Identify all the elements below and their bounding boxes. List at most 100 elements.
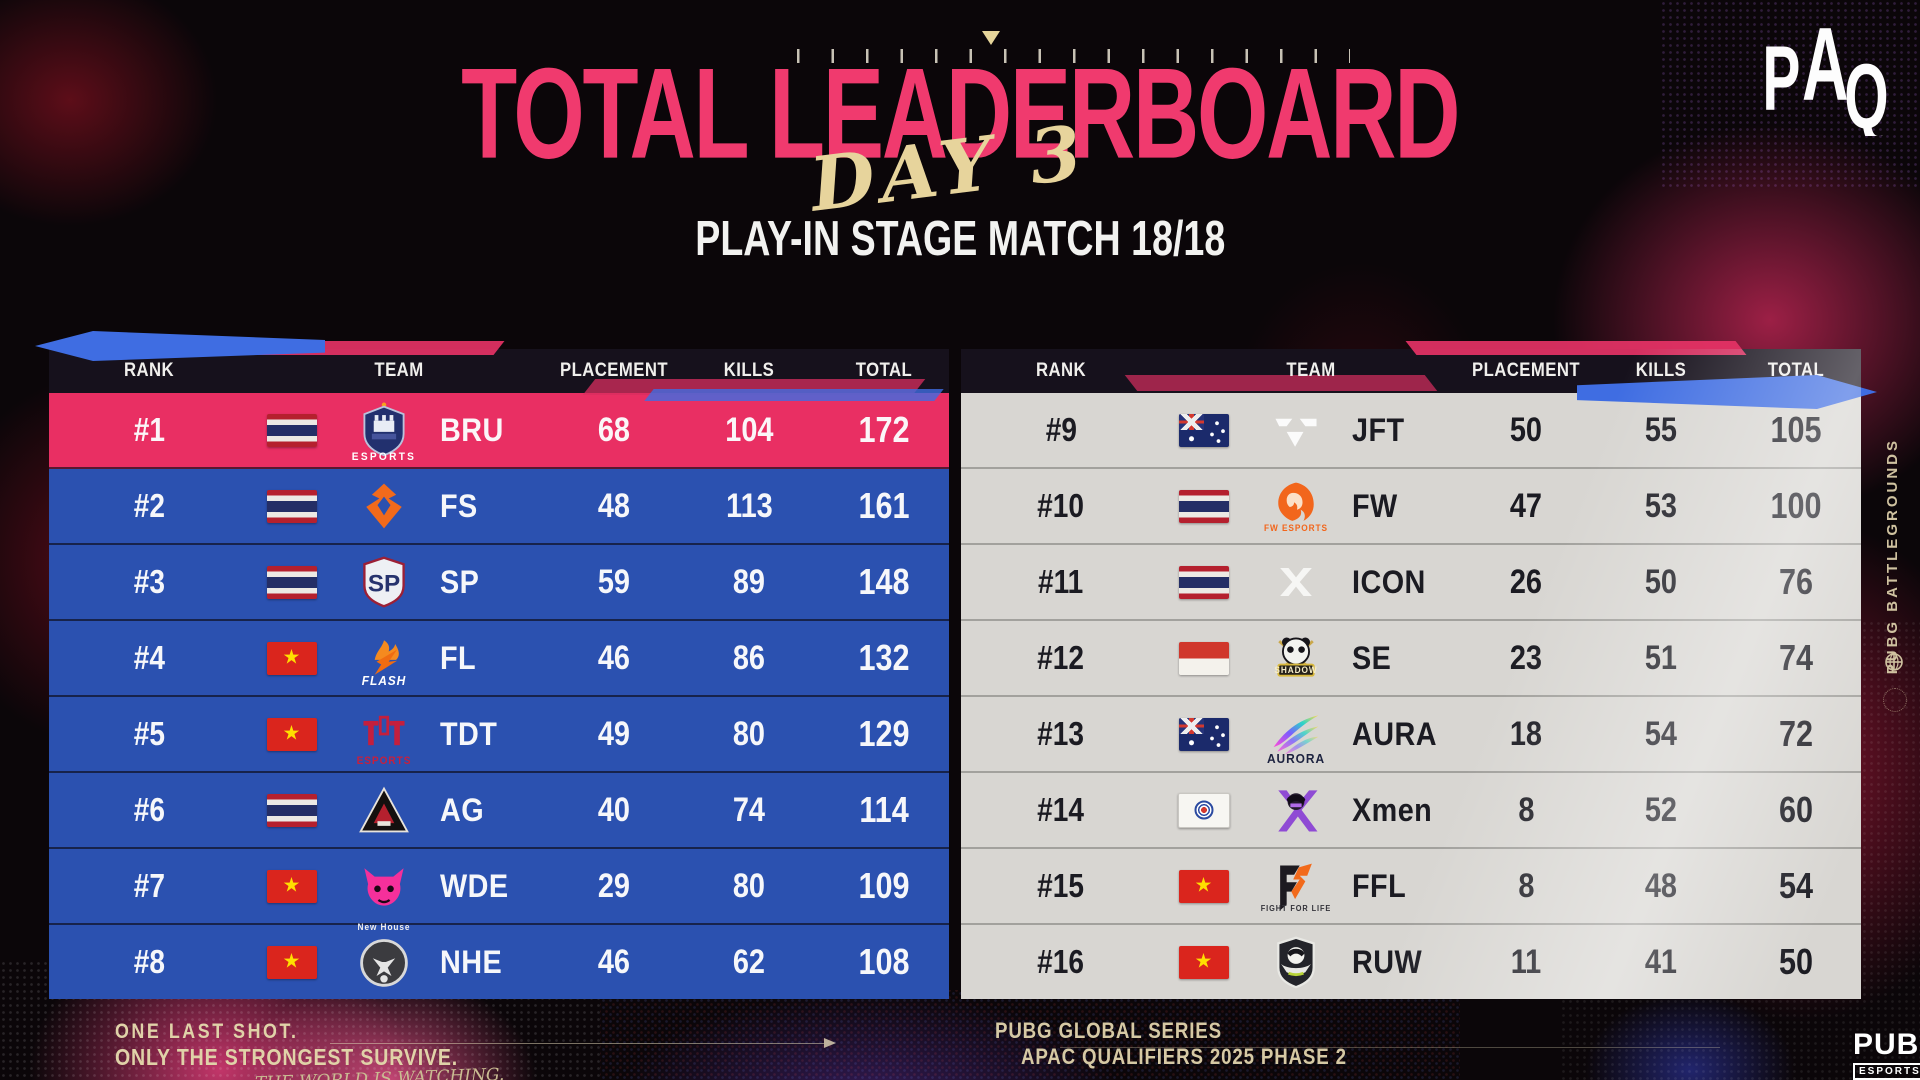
kills-cell: 54: [1591, 715, 1731, 754]
flag-tw-icon: [1177, 792, 1230, 828]
kills-cell-value: 86: [732, 638, 766, 677]
flag-cell: [249, 489, 334, 523]
rank-cell-value: #8: [133, 943, 165, 980]
rank-cell-value: #10: [1037, 487, 1085, 524]
team-name-cell-value: SP: [440, 563, 480, 600]
rank-cell: #11: [961, 563, 1161, 601]
footer-divider-line: [330, 1043, 824, 1044]
column-header-placement: PLACEMENT: [559, 360, 668, 381]
column-header-total: TOTAL: [855, 360, 913, 381]
total-cell: 74: [1731, 637, 1861, 679]
rank-cell-value: #3: [133, 563, 165, 600]
flag-au-icon: [1178, 413, 1229, 447]
pink-streak-decoration: [163, 341, 505, 355]
team-logo-label: FIGHT FOR LIFE: [1260, 904, 1332, 913]
team-logo-label: FLASH: [361, 673, 407, 688]
team-logo-bru-icon: ESPORTS: [334, 393, 434, 467]
kills-cell: 50: [1591, 563, 1731, 602]
flag-th-icon: [266, 489, 317, 523]
flag-cell: [1161, 945, 1246, 979]
rank-cell: #8: [49, 943, 249, 981]
table-rows: #1 ESPORTS BRU 68 104 172 #2 FS 48 113 161 #3 SP SP 59…: [49, 393, 949, 999]
team-logo-label: ESPORTS: [356, 755, 412, 767]
total-cell: 100: [1731, 485, 1861, 527]
rank-cell: #5: [49, 715, 249, 753]
flag-cell: [1161, 869, 1246, 903]
placement-cell: 46: [549, 639, 679, 678]
total-cell: 105: [1731, 409, 1861, 451]
leaderboard-row-nhe: #8 New House NHE 46 62 108: [49, 922, 949, 999]
rank-cell: #15: [961, 867, 1161, 905]
kills-cell-value: 113: [725, 486, 773, 525]
flag-th-icon: [1178, 489, 1229, 523]
globe-icon: [1884, 652, 1904, 677]
team-logo-jft-icon: [1246, 393, 1346, 467]
flag-cell: [1161, 489, 1246, 523]
team-name-cell: Xmen: [1346, 792, 1461, 829]
kills-cell-value: 48: [1644, 866, 1678, 905]
team-name-cell: TDT: [434, 716, 549, 753]
team-logo-xmen-icon: [1246, 773, 1346, 847]
rank-cell-value: #5: [133, 715, 165, 752]
kills-cell: 52: [1591, 791, 1731, 830]
flag-cell: [249, 565, 334, 599]
team-name-cell-value: AURA: [1352, 715, 1437, 752]
svg-text:Q: Q: [1844, 46, 1888, 136]
total-cell: 50: [1731, 941, 1861, 983]
flag-vn-icon: [1178, 945, 1229, 979]
team-logo-fw-icon: FW ESPORTS: [1246, 469, 1346, 543]
team-logo-aura-icon: AURORA: [1246, 697, 1346, 771]
placement-cell: 8: [1461, 791, 1591, 830]
team-name-cell-value: Xmen: [1352, 791, 1433, 828]
placement-cell: 48: [549, 487, 679, 526]
placement-cell-value: 8: [1517, 866, 1535, 905]
team-logo-label: ESPORTS: [351, 451, 417, 463]
placement-cell-value: 11: [1510, 942, 1542, 981]
team-logo-ag-icon: [334, 773, 434, 847]
placement-cell-value: 40: [597, 790, 631, 829]
flag-cell: [1161, 413, 1246, 447]
total-cell: 132: [819, 637, 949, 679]
placement-cell-value: 47: [1509, 486, 1543, 525]
rank-cell: #10: [961, 487, 1161, 525]
kills-cell-value: 104: [724, 410, 774, 449]
total-cell: 114: [819, 789, 949, 831]
flag-th-icon: [1178, 565, 1229, 599]
total-cell-value: 108: [858, 941, 910, 982]
kills-cell: 51: [1591, 639, 1731, 678]
leaderboard-row-bru: #1 ESPORTS BRU 68 104 172: [49, 393, 949, 469]
total-cell-value: 132: [858, 637, 910, 678]
leaderboard-row-fs: #2 FS 48 113 161: [49, 469, 949, 545]
table-header: RANK TEAM PLACEMENT KILLS TOTAL: [35, 331, 949, 401]
svg-text:P: P: [1762, 28, 1800, 130]
flag-cell: [1161, 717, 1246, 751]
team-name-cell: RUW: [1346, 944, 1461, 981]
team-name-cell: NHE: [434, 944, 549, 981]
total-cell-value: 72: [1778, 713, 1814, 754]
team-logo-fl-icon: FLASH: [334, 621, 434, 695]
event-phase: APAC QUALIFIERS 2025 PHASE 2: [1021, 1044, 1347, 1069]
kills-cell: 104: [679, 411, 819, 450]
total-cell-value: 50: [1778, 941, 1814, 982]
flag-id-icon: [1178, 641, 1229, 675]
team-name-cell-value: JFT: [1352, 411, 1405, 448]
kills-cell: 80: [679, 867, 819, 906]
column-header-kills: KILLS: [1635, 360, 1687, 381]
kills-cell-value: 80: [732, 866, 766, 905]
flag-th-icon: [266, 565, 317, 599]
flag-cell: [249, 793, 334, 827]
team-name-cell-value: RUW: [1352, 943, 1423, 980]
kills-cell: 86: [679, 639, 819, 678]
team-name-cell-value: FS: [440, 487, 478, 524]
team-name-cell: FS: [434, 488, 549, 525]
team-name-cell-value: FFL: [1352, 867, 1407, 904]
placement-cell: 29: [549, 867, 679, 906]
placement-cell: 18: [1461, 715, 1591, 754]
team-name-cell: AG: [434, 792, 549, 829]
leaderboard-table-right: RANK TEAM PLACEMENT KILLS TOTAL #9 JFT 50 5…: [961, 341, 1877, 999]
tick-ruler: [797, 49, 1350, 63]
total-cell: 161: [819, 485, 949, 527]
page-title: TOTAL LEADERBOARD: [461, 42, 1460, 186]
placement-cell-value: 49: [597, 714, 631, 753]
